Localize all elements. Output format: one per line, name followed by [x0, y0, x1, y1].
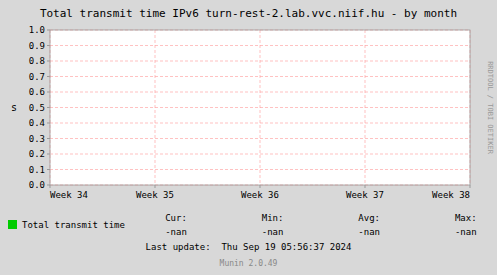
stat-value: -nan	[165, 227, 187, 237]
legend-swatch	[8, 220, 17, 229]
tick	[365, 185, 366, 188]
stat-value: -nan	[455, 227, 477, 237]
tick-label: Week 36	[241, 190, 279, 200]
title: Total transmit time IPv6 turn-rest-2.lab…	[40, 7, 457, 20]
axis-label: s	[11, 102, 17, 113]
frame	[50, 30, 470, 185]
stat-label: Min:	[262, 213, 284, 223]
tick	[47, 123, 50, 124]
tick-label: 0.7	[29, 72, 45, 82]
chart: Total transmit time IPv6 turn-rest-2.lab…	[0, 0, 497, 275]
tick	[47, 92, 50, 93]
plot-area	[50, 30, 470, 185]
stat-value: -nan	[262, 227, 284, 237]
tick	[260, 185, 261, 188]
tick-label: Week 37	[346, 190, 384, 200]
tick	[47, 169, 50, 170]
stat-value: -nan	[358, 227, 380, 237]
stat-label: Avg:	[358, 213, 380, 223]
tick-label: Week 34	[50, 190, 88, 200]
tick	[47, 138, 50, 139]
tick	[47, 76, 50, 77]
tick-label: 0.5	[29, 103, 45, 113]
tick	[155, 185, 156, 188]
grid-line	[50, 154, 470, 155]
annotation: Last update: Thu Sep 19 05:56:37 2024	[146, 242, 352, 252]
tick	[47, 107, 50, 108]
tick-label: Week 38	[432, 190, 470, 200]
tick	[47, 154, 50, 155]
tick	[50, 185, 51, 188]
legend-label: Total transmit time	[22, 220, 125, 230]
tick-label: 0.4	[29, 118, 45, 128]
tick-label: 0.6	[29, 87, 45, 97]
stat-label: Cur:	[165, 213, 187, 223]
tick	[47, 45, 50, 46]
tick	[47, 30, 50, 31]
tick-label: 0.2	[29, 149, 45, 159]
tick-label: 0.0	[29, 180, 45, 190]
annotation: RRDTOOL / TOBI OETIKER	[486, 61, 494, 155]
grid-line	[365, 30, 366, 185]
grid-line	[155, 30, 156, 185]
annotation: Munin 2.0.49	[220, 259, 278, 268]
tick-label: Week 35	[136, 190, 174, 200]
tick-label: 1.0	[29, 25, 45, 35]
background	[0, 0, 497, 275]
tick-label: 0.1	[29, 165, 45, 175]
tick-label: 0.3	[29, 134, 45, 144]
tick	[47, 61, 50, 62]
stat-label: Max:	[455, 213, 477, 223]
tick	[470, 185, 471, 188]
grid-line	[50, 169, 470, 170]
tick-label: 0.9	[29, 41, 45, 51]
grid-line	[50, 138, 470, 139]
grid-line	[260, 30, 261, 185]
tick-label: 0.8	[29, 56, 45, 66]
